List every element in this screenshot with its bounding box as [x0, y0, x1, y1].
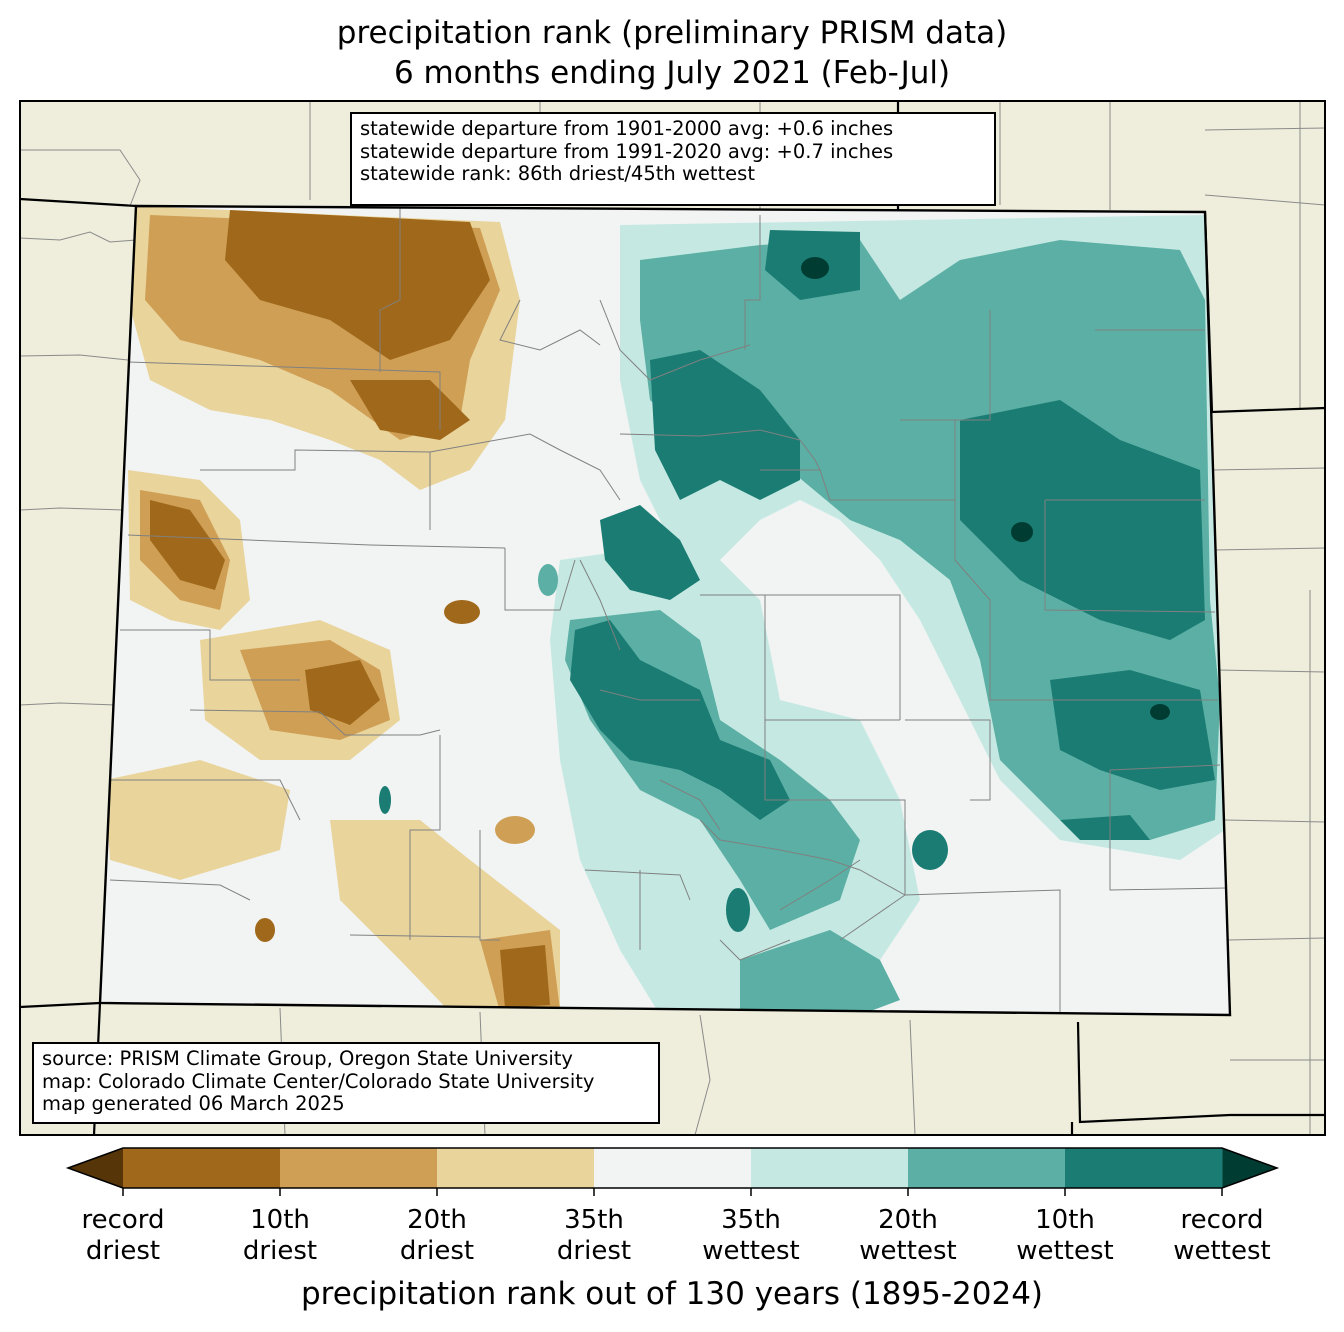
colorbar-segment: [751, 1148, 909, 1188]
colorado-state-border: [98, 204, 1232, 1017]
stats-line-1: statewide departure from 1901-2000 avg: …: [360, 117, 894, 140]
source-credits-box: source: PRISM Climate Group, Oregon Stat…: [32, 1042, 660, 1124]
colorbar-tick-label-line: wettest: [1016, 1236, 1114, 1266]
colorbar-tick-label-line: 35th: [721, 1205, 781, 1235]
colorbar-tick-label: record driest: [53, 1205, 193, 1267]
colorbar-tick-label-line: driest: [556, 1236, 632, 1266]
colorbar-tick-label: 20th wettest: [838, 1205, 978, 1267]
colorbar-title: precipitation rank out of 130 years (189…: [300, 1276, 1044, 1312]
colorbar-segment: [1065, 1148, 1223, 1188]
source-line-2: map: Colorado Climate Center/Colorado St…: [42, 1069, 595, 1093]
map-frame: [19, 100, 1326, 1136]
colorbar-tick-label-line: wettest: [1173, 1236, 1271, 1266]
colorado-rank-regions: [100, 206, 1230, 1015]
source-line-3: map generated 06 March 2025: [42, 1092, 345, 1115]
chart-title-line1: precipitation rank (preliminary PRISM da…: [336, 15, 1008, 51]
dry-regions: [105, 206, 560, 1015]
colorbar-tick-label-line: driest: [242, 1236, 318, 1266]
colorbar-segment: [280, 1148, 438, 1188]
colorbar-tick-label-line: wettest: [859, 1236, 957, 1266]
colorbar-tick-label: 10th wettest: [995, 1205, 1135, 1267]
colorbar-tick-label-line: driest: [85, 1236, 161, 1266]
colorbar-tick-label-line: 20th: [878, 1205, 938, 1235]
colorbar-tick-label-line: 10th: [1035, 1205, 1095, 1235]
stats-line-2: statewide departure from 1991-2020 avg: …: [360, 139, 894, 163]
colorbar-segment: [594, 1148, 752, 1188]
colorbar-tick-label: 10th driest: [210, 1205, 350, 1267]
colorbar-tick-label: record wettest: [1152, 1205, 1292, 1267]
colorbar-tick-label-line: 10th: [250, 1205, 310, 1235]
colorbar-tick-label-line: record: [81, 1205, 165, 1235]
colorbar-tick-label-line: 35th: [564, 1205, 624, 1235]
colorbar-segment: [437, 1148, 595, 1188]
colorbar-tick-label-line: record: [1180, 1205, 1264, 1235]
source-line-1: source: PRISM Climate Group, Oregon Stat…: [42, 1047, 573, 1070]
colorbar-tick-label-line: wettest: [702, 1236, 800, 1266]
precipitation-rank-map: [19, 100, 1326, 1136]
colorbar-tick-label: 35th wettest: [681, 1205, 821, 1267]
colorbar-extend-low: [68, 1148, 123, 1188]
colorbar-tick-label-line: driest: [399, 1236, 475, 1266]
wet-regions: [379, 215, 1225, 1015]
colorbar-tick-label: 20th driest: [367, 1205, 507, 1267]
colorbar-tick-label-line: 20th: [407, 1205, 467, 1235]
stats-line-3: statewide rank: 86th driest/45th wettest: [360, 162, 755, 185]
colorbar-segment: [908, 1148, 1066, 1188]
county-lines: [109, 206, 1229, 1015]
statewide-stats-box: statewide departure from 1901-2000 avg: …: [350, 112, 996, 206]
colorbar-tick-label: 35th driest: [524, 1205, 664, 1267]
colorbar-segment: [123, 1148, 281, 1188]
chart-title-line2: 6 months ending July 2021 (Feb-Jul): [393, 55, 951, 91]
colorbar-extend-high: [1222, 1148, 1277, 1188]
colorbar: [65, 1147, 1280, 1196]
